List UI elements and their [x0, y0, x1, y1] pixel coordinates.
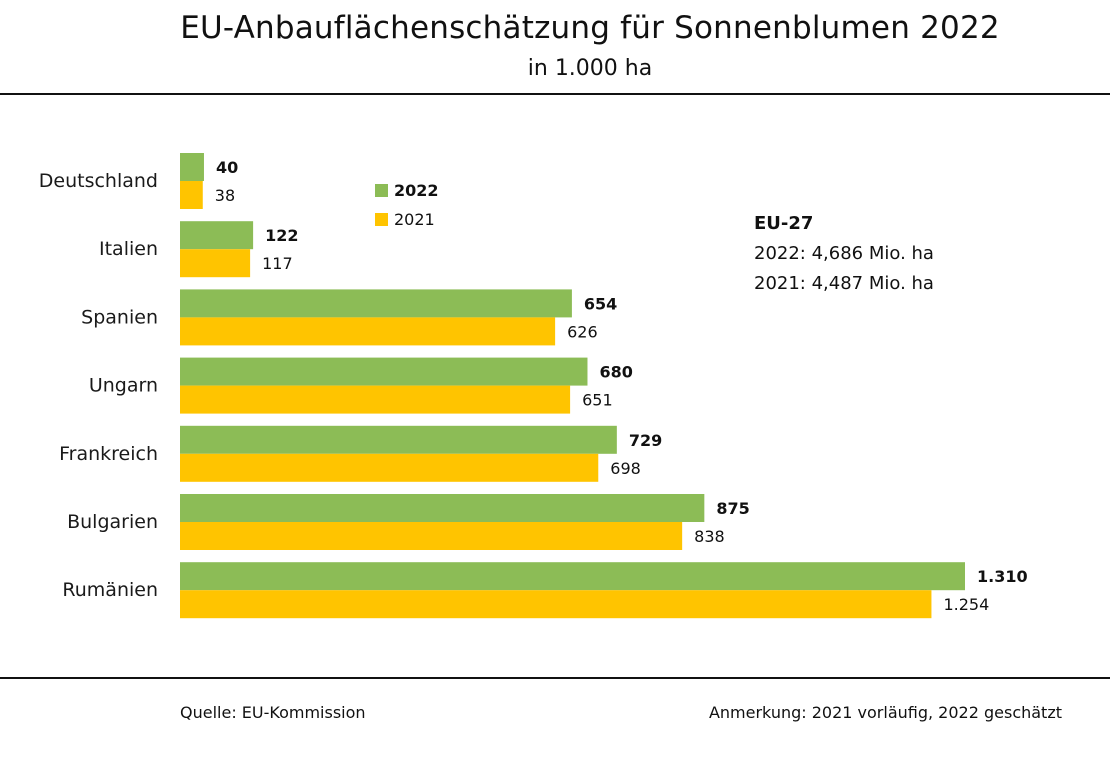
data-label-2021: 38 — [215, 186, 235, 205]
category-label: Bulgarien — [67, 511, 158, 533]
bottom-divider — [0, 677, 1110, 679]
data-label-2021: 626 — [567, 322, 598, 341]
bar-2022 — [180, 357, 588, 386]
data-label-2022: 122 — [265, 226, 298, 245]
eu-summary-heading: EU-27 — [754, 213, 814, 234]
legend-swatch-2022 — [375, 184, 388, 197]
legend-label-2021: 2021 — [394, 210, 435, 229]
data-label-2021: 117 — [262, 254, 293, 273]
bar-2022 — [180, 221, 254, 250]
bar-2022 — [180, 494, 705, 522]
data-label-2022: 1.310 — [977, 567, 1028, 586]
data-label-2022: 729 — [629, 431, 662, 450]
data-label-2021: 1.254 — [943, 595, 989, 614]
legend-item-2022: 2022 — [375, 176, 439, 205]
data-label-2022: 40 — [216, 158, 238, 177]
legend: 2022 2021 — [375, 176, 439, 234]
bar-2022 — [180, 289, 572, 318]
data-label-2021: 838 — [694, 527, 725, 546]
bar-2021 — [180, 317, 556, 346]
data-label-2021: 698 — [610, 459, 641, 478]
remark-note: Anmerkung: 2021 vorläufig, 2022 geschätz… — [708, 703, 1062, 722]
bar-2021 — [180, 249, 251, 278]
source-note: Quelle: EU-Kommission — [180, 703, 366, 722]
bar-2021 — [180, 522, 683, 550]
chart-title: EU-Anbauflächenschätzung für Sonnenblume… — [180, 10, 1000, 46]
category-label: Deutschland — [39, 170, 158, 192]
eu-summary-2022: 2022: 4,686 Mio. ha — [754, 243, 934, 264]
bar-2021 — [180, 385, 571, 414]
bar-2021 — [180, 590, 932, 619]
bar-2021 — [180, 181, 203, 209]
category-label: Italien — [99, 238, 158, 260]
bar-2022 — [180, 562, 965, 591]
top-divider — [0, 93, 1110, 95]
data-label-2022: 654 — [584, 294, 617, 313]
chart-subtitle: in 1.000 ha — [527, 56, 653, 81]
legend-swatch-2021 — [375, 213, 388, 226]
data-label-2021: 651 — [582, 391, 613, 410]
category-label: Ungarn — [89, 375, 158, 397]
legend-item-2021: 2021 — [375, 205, 439, 234]
legend-label-2022: 2022 — [394, 181, 439, 200]
eu-summary: EU-27 2022: 4,686 Mio. ha 2021: 4,487 Mi… — [754, 209, 934, 299]
category-label: Rumänien — [62, 579, 158, 601]
category-label: Spanien — [81, 306, 158, 328]
data-label-2022: 680 — [599, 363, 632, 382]
bar-2022 — [180, 153, 204, 181]
bar-2021 — [180, 453, 599, 482]
data-label-2022: 875 — [716, 499, 749, 518]
bar-2022 — [180, 425, 617, 454]
eu-summary-2021: 2021: 4,487 Mio. ha — [754, 273, 934, 294]
category-label: Frankreich — [59, 443, 158, 465]
